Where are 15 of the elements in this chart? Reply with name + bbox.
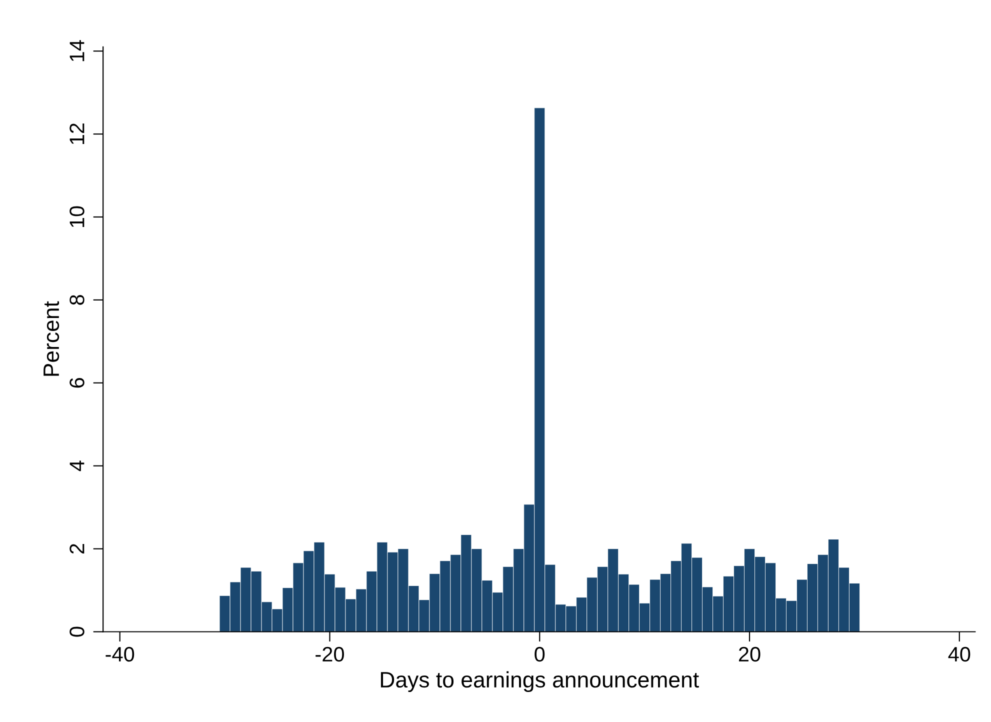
y-tick-label: 10 bbox=[70, 206, 84, 227]
y-tick-label: 4 bbox=[70, 460, 84, 472]
y-tick-label: 8 bbox=[70, 295, 84, 305]
x-tick-label: 40 bbox=[948, 646, 970, 662]
y-tick-label: 14 bbox=[70, 40, 84, 62]
y-axis-title: Percent bbox=[44, 301, 60, 376]
x-tick-label: 20 bbox=[738, 646, 760, 662]
x-tick-label: -20 bbox=[316, 646, 344, 662]
y-tick-label: 0 bbox=[70, 626, 84, 637]
x-tick-label: -40 bbox=[106, 646, 134, 662]
y-tick-label: 12 bbox=[70, 123, 84, 144]
y-tick-label: 6 bbox=[70, 378, 84, 388]
x-tick-label: 0 bbox=[534, 646, 545, 662]
x-axis-title: Days to earnings announcement bbox=[380, 671, 699, 692]
y-tick-label: 2 bbox=[70, 544, 84, 554]
